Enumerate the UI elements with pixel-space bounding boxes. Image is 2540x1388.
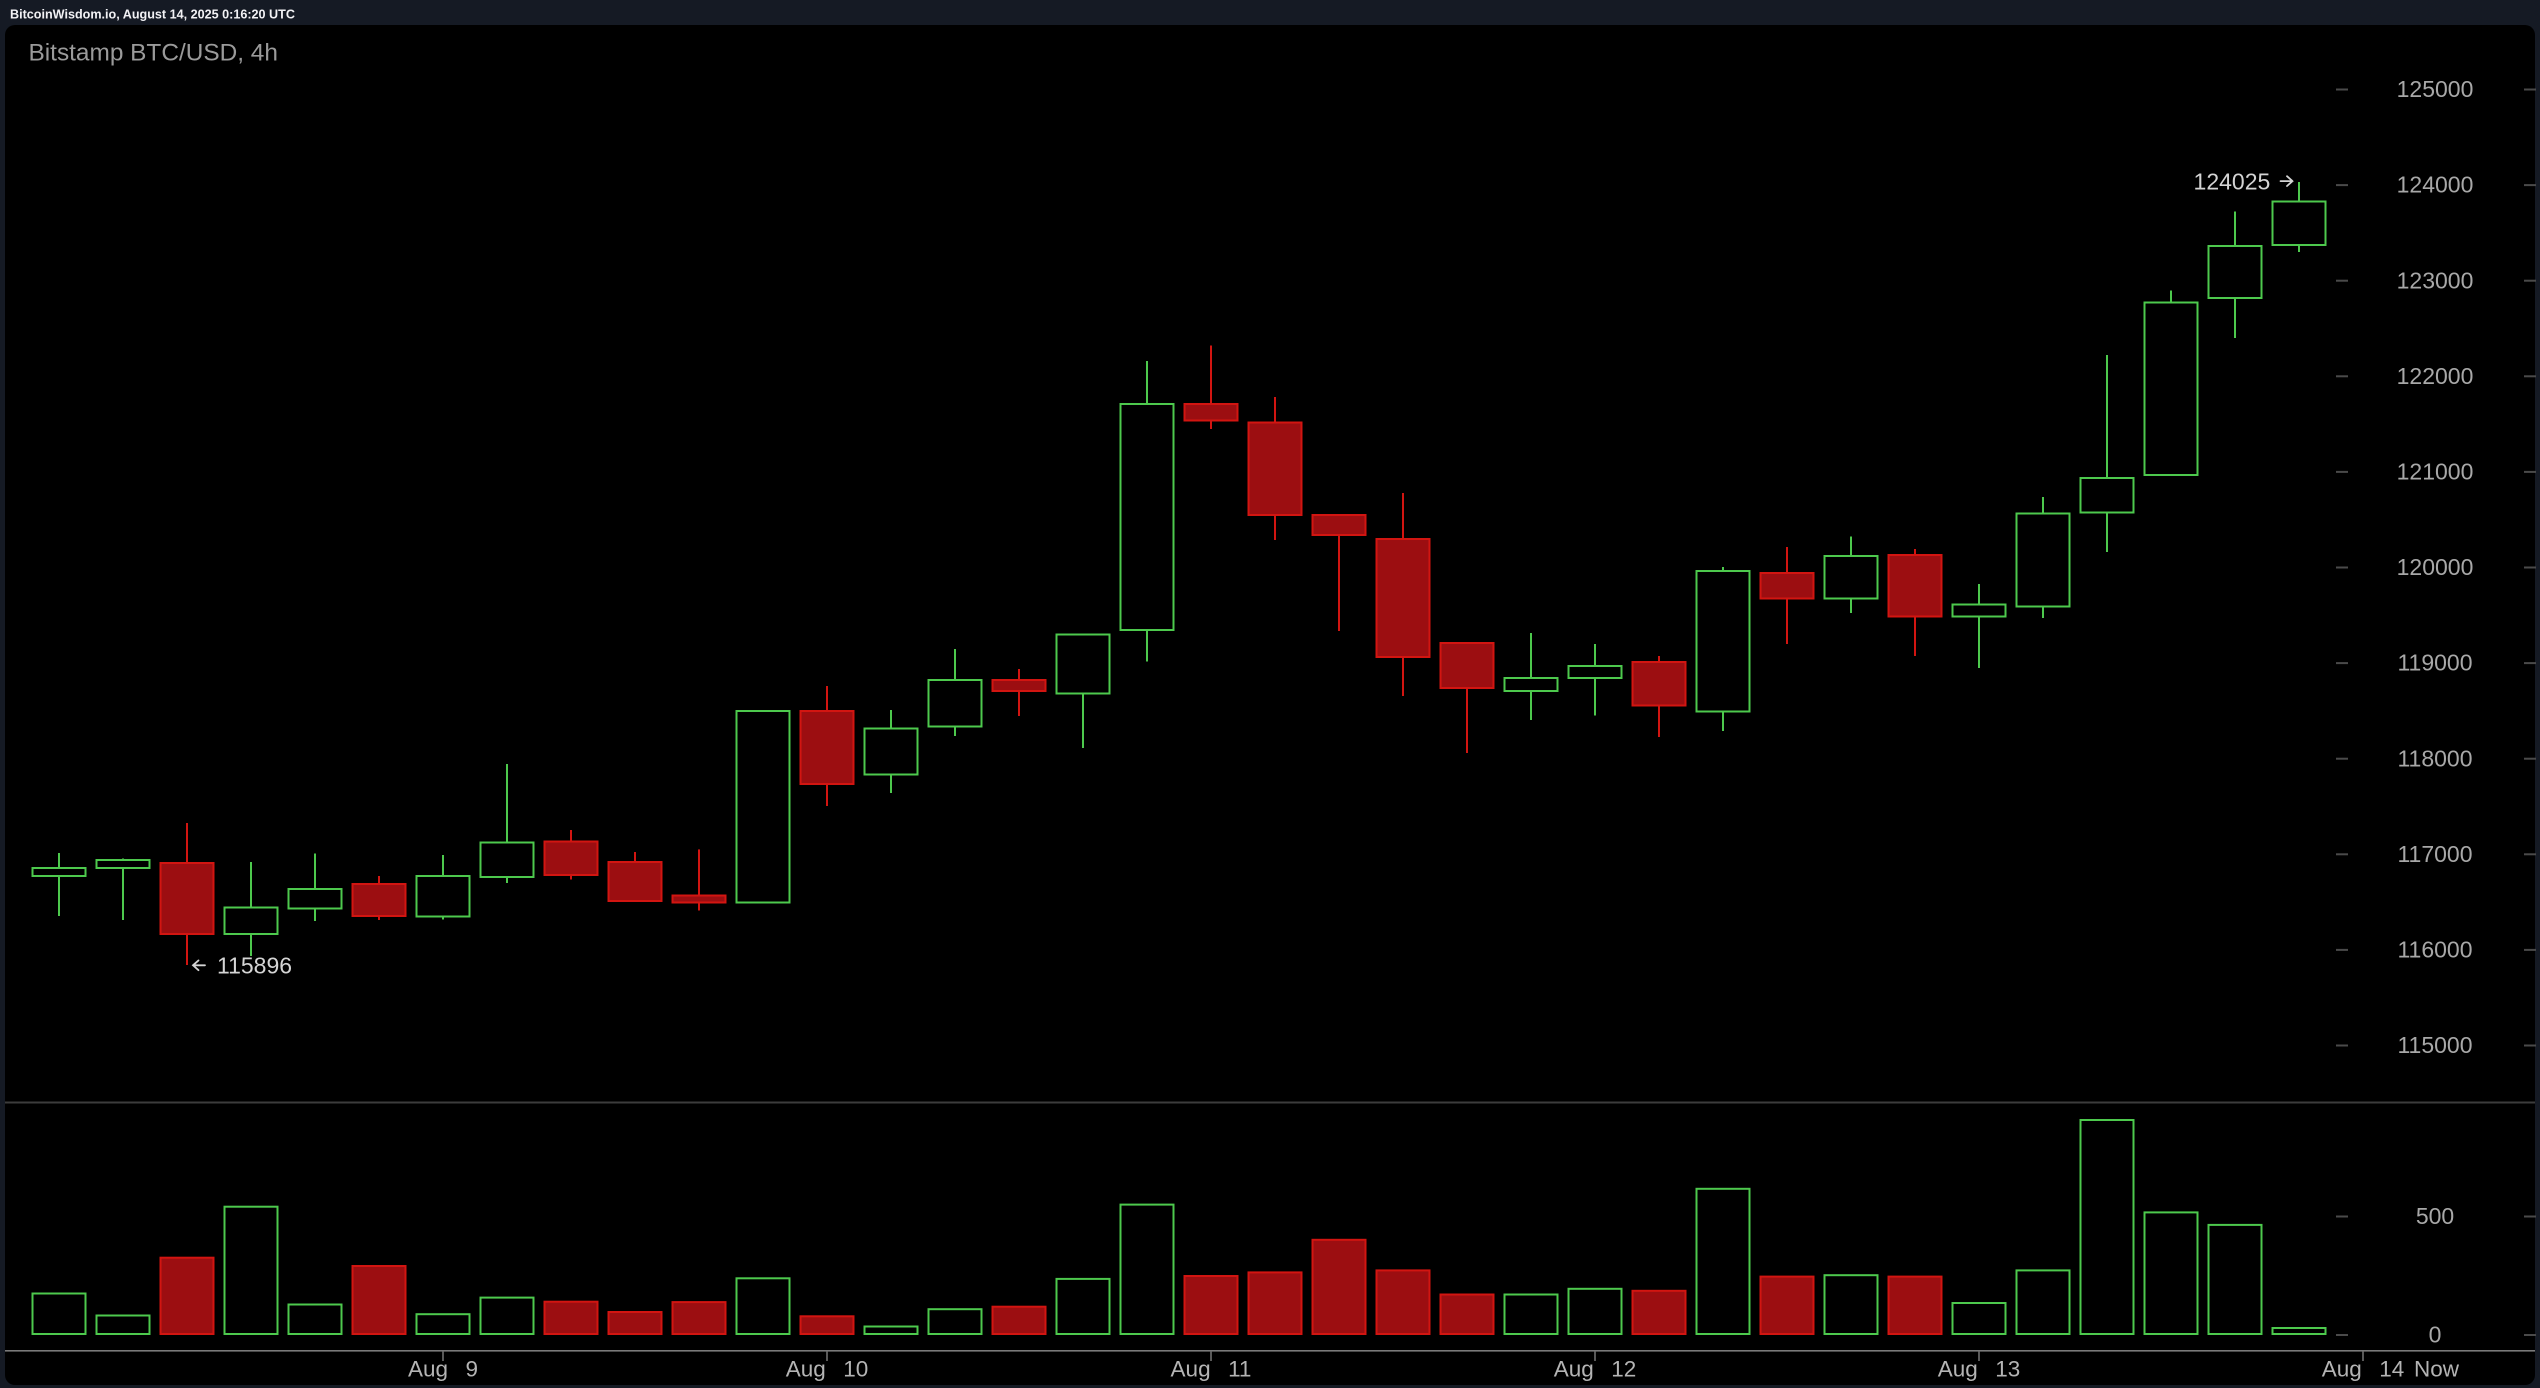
svg-text:118000: 118000 <box>2397 745 2472 771</box>
svg-text:115896: 115896 <box>217 953 292 979</box>
svg-text:115000: 115000 <box>2397 1032 2472 1058</box>
svg-text:Aug 11: Aug 11 <box>1171 1356 1252 1381</box>
svg-text:124025: 124025 <box>2194 168 2271 194</box>
svg-text:121000: 121000 <box>2397 459 2474 485</box>
svg-text:116000: 116000 <box>2397 937 2472 963</box>
svg-text:500: 500 <box>2416 1203 2454 1229</box>
svg-text:124000: 124000 <box>2397 172 2474 198</box>
svg-text:125000: 125000 <box>2397 76 2474 102</box>
svg-text:Aug 12: Aug 12 <box>1554 1356 1637 1381</box>
svg-text:120000: 120000 <box>2397 554 2474 580</box>
svg-text:Aug 9: Aug 9 <box>408 1356 478 1381</box>
svg-text:Aug 10: Aug 10 <box>786 1356 869 1381</box>
svg-text:0: 0 <box>2429 1322 2442 1348</box>
svg-text:117000: 117000 <box>2397 841 2472 867</box>
svg-text:Aug 14: Aug 14 <box>2322 1356 2405 1381</box>
svg-text:123000: 123000 <box>2397 267 2474 293</box>
svg-text:Now: Now <box>2414 1356 2460 1381</box>
svg-text:119000: 119000 <box>2397 650 2472 676</box>
svg-text:BitcoinWisdom.io, August 14, 2: BitcoinWisdom.io, August 14, 2025 0:16:2… <box>10 7 295 21</box>
svg-text:122000: 122000 <box>2397 363 2474 389</box>
svg-text:Bitstamp BTC/USD, 4h: Bitstamp BTC/USD, 4h <box>29 39 278 66</box>
svg-text:Aug 13: Aug 13 <box>1938 1356 2021 1381</box>
